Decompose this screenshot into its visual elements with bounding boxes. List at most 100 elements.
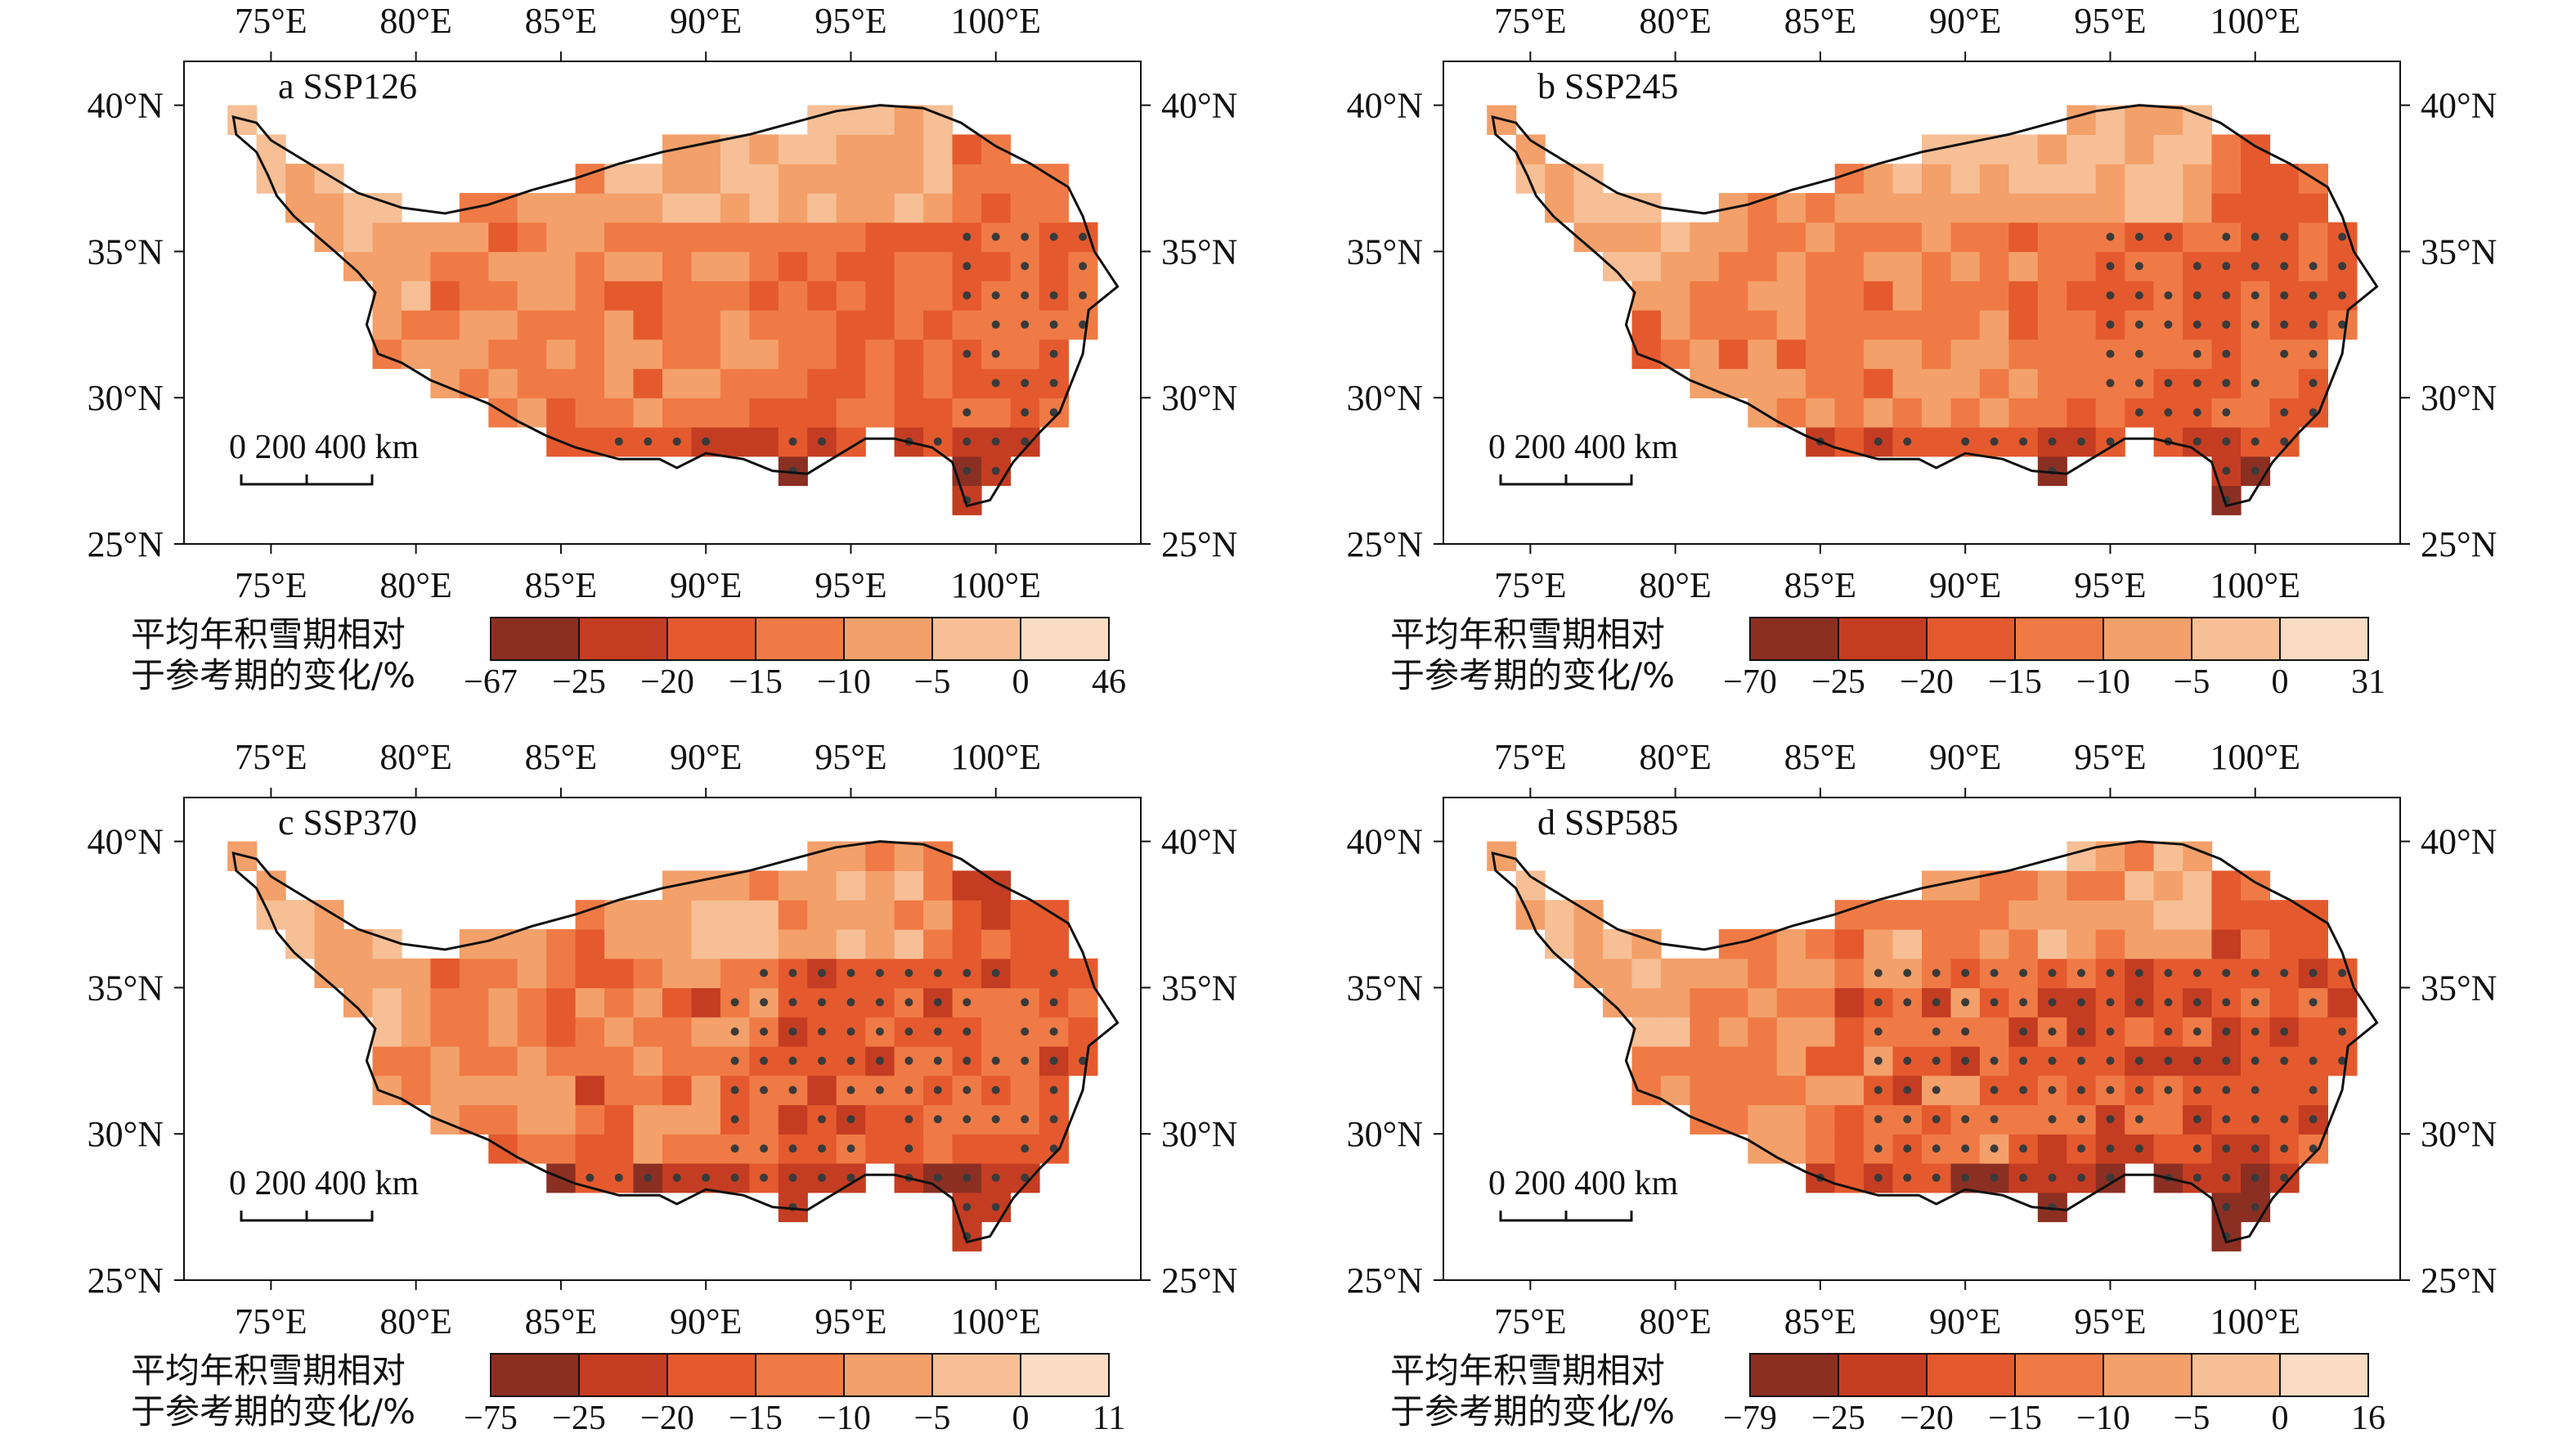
grid-cell: [1834, 987, 1865, 1018]
significance-dot: [702, 437, 711, 446]
significance-dot: [672, 1173, 681, 1182]
significance-dot: [2106, 349, 2115, 358]
significance-dot: [963, 262, 972, 271]
grid-cells: [227, 105, 1098, 515]
grid-cell: [488, 309, 518, 340]
lon-tick-label: 85°E: [1784, 1301, 1856, 1341]
grid-cell: [952, 192, 982, 223]
significance-dot: [1021, 1144, 1030, 1153]
significance-dot: [2077, 1144, 2085, 1153]
grid-cell: [1806, 339, 1836, 370]
significance-dot: [2251, 262, 2260, 271]
significance-dot: [2106, 379, 2115, 388]
grid-cell: [1922, 900, 1952, 930]
grid-cell: [1718, 222, 1748, 253]
grid-cell: [865, 1104, 895, 1135]
grid-cell: [1776, 1104, 1806, 1135]
plateau-boundary: [231, 104, 1120, 508]
significance-dot: [2106, 262, 2115, 271]
map-frame: [183, 797, 1142, 1281]
grid-cell: [923, 309, 954, 340]
significance-dot: [1903, 998, 1912, 1007]
grid-cell: [372, 1017, 402, 1047]
grid-cell: [2269, 987, 2300, 1018]
legend-swatch: [490, 617, 580, 661]
grid-cell: [2298, 192, 2328, 223]
legend-swatch: [490, 1353, 580, 1397]
grid-cell: [807, 1075, 837, 1106]
grid-cell: [1834, 1017, 1865, 1047]
significance-dot: [1932, 1085, 1941, 1094]
significance-dot: [1990, 968, 1999, 977]
grid-cell: [546, 1104, 577, 1135]
grid-cell: [807, 222, 837, 253]
grid-cell: [343, 251, 374, 281]
significance-dot: [1961, 1027, 1970, 1036]
significance-dot: [818, 437, 826, 446]
significance-dot: [2077, 1173, 2085, 1182]
grid-cell: [691, 281, 721, 311]
significance-dot: [730, 1085, 739, 1094]
grid-cell: [1979, 928, 2009, 959]
grid-cell: [2183, 870, 2213, 901]
grid-cell: [1010, 958, 1040, 989]
grid-cell: [1010, 1075, 1040, 1106]
grid-cell: [1950, 251, 1981, 281]
legend-swatch: [666, 617, 756, 661]
lon-tick-label: 90°E: [1929, 1, 2001, 41]
grid-cells: [227, 841, 1098, 1252]
significance-dot: [760, 998, 769, 1007]
lon-tick-label: 75°E: [235, 565, 307, 605]
grid-cell: [2067, 368, 2097, 398]
grid-cell: [923, 339, 954, 370]
grid-cell: [2327, 987, 2358, 1018]
grid-cell: [720, 900, 750, 930]
grid-cell: [488, 1045, 518, 1076]
legend-swatch: [2191, 617, 2281, 661]
grid-cell: [1834, 1134, 1865, 1164]
grid-cell: [1950, 928, 1981, 959]
grid-cell: [2095, 192, 2125, 223]
significance-dot: [2134, 262, 2143, 271]
significance-dot: [846, 1056, 855, 1065]
panel-title: d SSP585: [1537, 802, 1678, 843]
significance-dot: [788, 968, 797, 977]
scale-bar-label: 0 200 400 km: [1488, 429, 1679, 466]
significance-dot: [818, 1144, 826, 1153]
significance-dot: [760, 1056, 769, 1065]
significance-dot: [2019, 1144, 2028, 1153]
grid-cell: [1660, 222, 1690, 253]
grid-cell: [604, 928, 635, 959]
significance-dot: [991, 320, 1000, 329]
grid-cell: [865, 900, 895, 930]
legend-tick-label: −10: [2076, 663, 2130, 701]
significance-dot: [2338, 320, 2347, 329]
grid-cell: [488, 1104, 518, 1135]
grid-cell: [1922, 309, 1952, 340]
grid-cell: [2008, 398, 2039, 428]
grid-cell: [633, 958, 663, 989]
significance-dots: [1815, 968, 2347, 1241]
grid-cell: [1748, 1045, 1778, 1076]
lon-tick-label: 80°E: [1639, 565, 1711, 605]
grid-cell: [807, 841, 837, 871]
significance-dot: [1079, 291, 1088, 300]
lat-tick-label: 40°N: [88, 86, 164, 126]
significance-dot: [2222, 1202, 2231, 1211]
lon-tick-label: 100°E: [2210, 737, 2300, 777]
significance-dot: [2251, 1085, 2260, 1094]
grid-cell: [372, 958, 402, 989]
grid-cell: [546, 928, 577, 959]
significance-dot: [2077, 1056, 2085, 1065]
grid-cell: [2241, 164, 2271, 194]
significance-dot: [991, 1173, 1000, 1182]
lat-tick-label: 40°N: [1347, 822, 1423, 862]
grid-cell: [2183, 164, 2213, 194]
grid-cell: [662, 1104, 693, 1135]
significance-dot: [1990, 1115, 1999, 1124]
significance-dot: [1961, 1056, 1970, 1065]
grid-cell: [1834, 1045, 1865, 1076]
significance-dot: [2134, 1144, 2143, 1153]
significance-dot: [2251, 1027, 2260, 1036]
grid-cell: [1892, 251, 1923, 281]
